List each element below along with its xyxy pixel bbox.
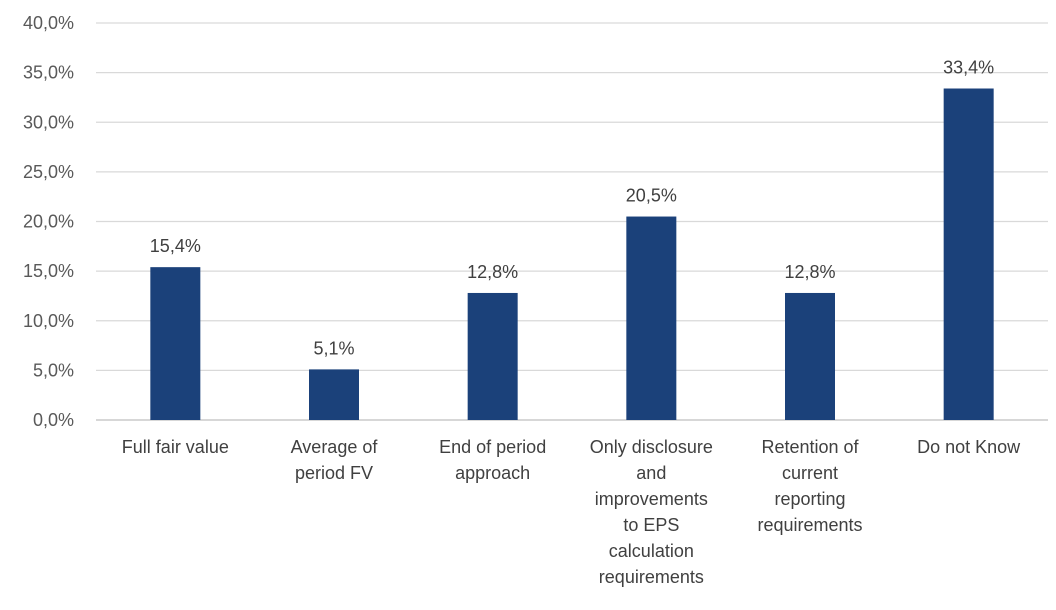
bars bbox=[150, 88, 994, 420]
x-axis-category-labels: Full fair value Average of period FV End of… bbox=[122, 437, 1021, 587]
data-label: 12,8% bbox=[784, 262, 835, 282]
y-tick-label: 15,0% bbox=[23, 261, 74, 281]
data-label: 20,5% bbox=[626, 186, 677, 206]
x-category-label: Do not Know bbox=[917, 437, 1021, 457]
y-tick-label: 40,0% bbox=[23, 13, 74, 33]
y-axis-tick-labels: 0,0% 5,0% 10,0% 15,0% 20,0% 25,0% 30,0% 35,0% 40… bbox=[23, 13, 74, 430]
gridlines bbox=[96, 22, 1048, 421]
x-category-label: Average of period FV bbox=[291, 437, 379, 483]
y-tick-label: 25,0% bbox=[23, 162, 74, 182]
bar bbox=[785, 292, 835, 420]
y-tick-label: 35,0% bbox=[23, 63, 74, 83]
x-category-label: End of period approach bbox=[439, 437, 546, 483]
data-labels: 15,4% 5,1% 12,8% 20,5% 12,8% 33,4% bbox=[150, 58, 994, 359]
bar bbox=[309, 369, 359, 420]
bar bbox=[150, 267, 201, 420]
data-label: 5,1% bbox=[313, 338, 354, 358]
y-tick-label: 30,0% bbox=[23, 112, 74, 132]
y-tick-label: 20,0% bbox=[23, 212, 74, 232]
x-category-label: Retention of current reporting requirements bbox=[757, 437, 862, 535]
data-label: 12,8% bbox=[467, 262, 518, 282]
y-tick-label: 0,0% bbox=[33, 410, 74, 430]
x-category-label: Only disclosure and improvements to EPS calc… bbox=[590, 437, 713, 587]
data-label: 15,4% bbox=[150, 236, 201, 256]
y-tick-label: 10,0% bbox=[23, 311, 74, 331]
y-tick-label: 5,0% bbox=[33, 360, 74, 380]
bar bbox=[467, 292, 518, 420]
bar bbox=[626, 216, 677, 420]
bar bbox=[943, 88, 994, 420]
data-label: 33,4% bbox=[943, 58, 994, 78]
x-category-label: Full fair value bbox=[122, 437, 229, 457]
